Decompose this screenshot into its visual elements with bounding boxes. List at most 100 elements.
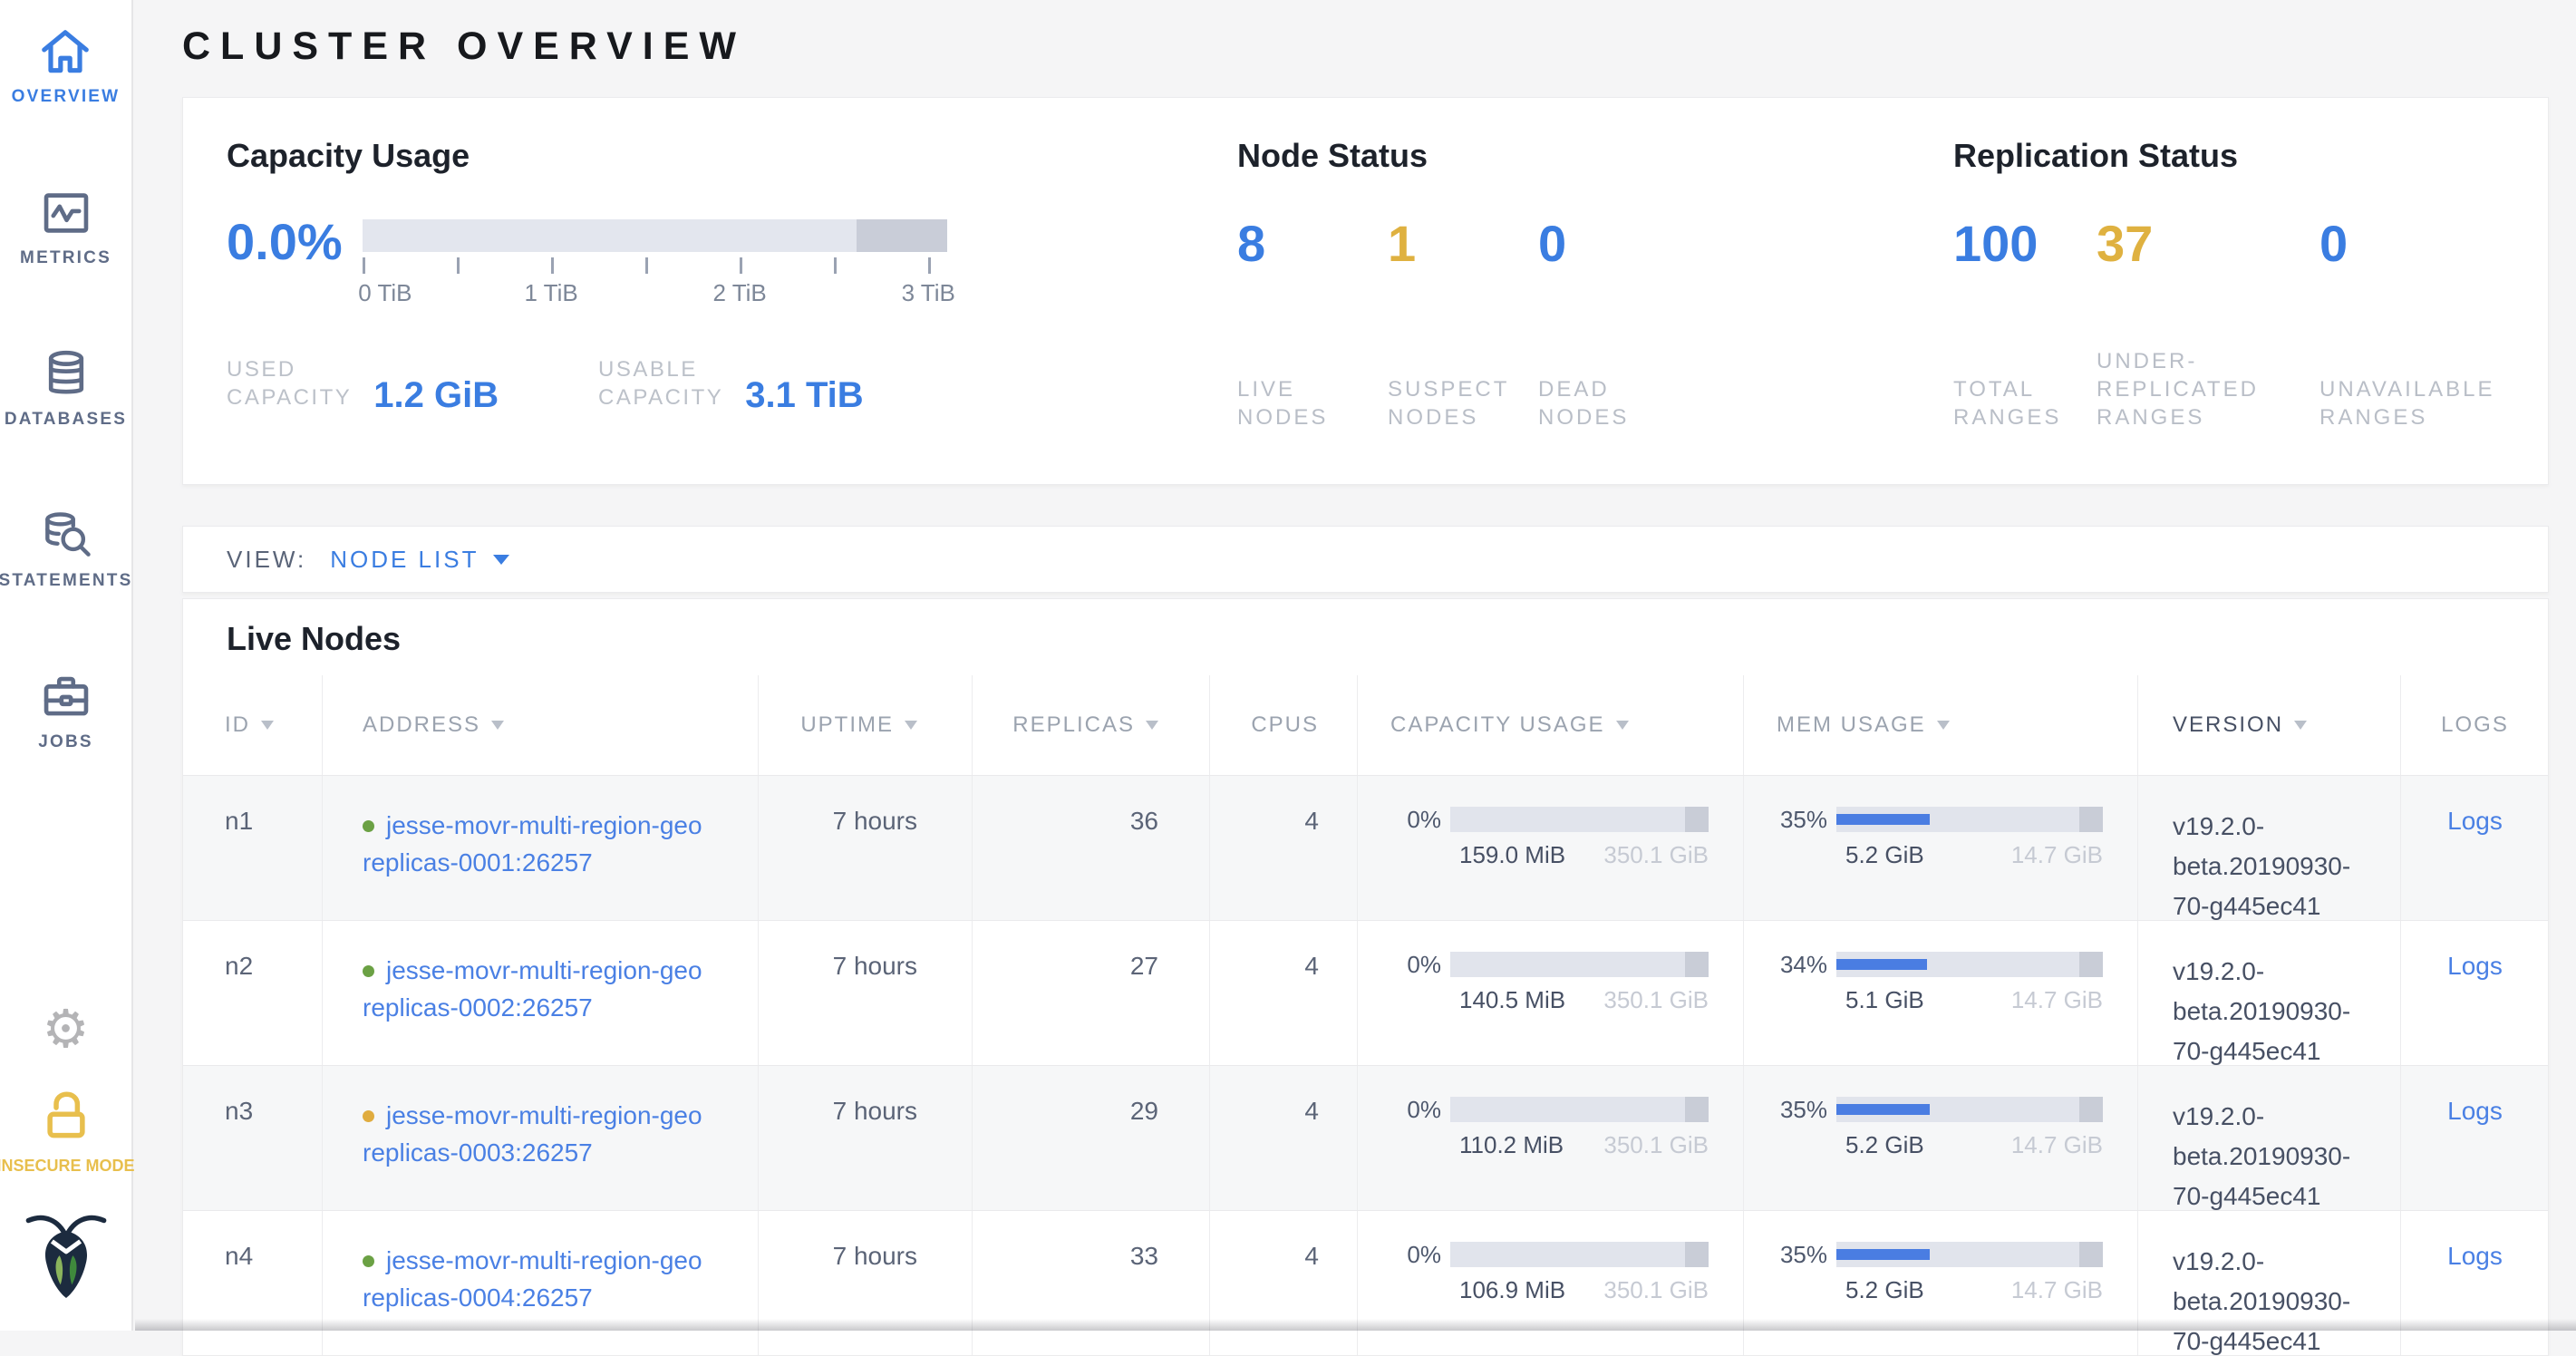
replication-status-title: Replication Status: [1953, 136, 2519, 176]
node-id-cell: n1: [183, 776, 323, 920]
sidebar-item-metrics[interactable]: METRICS: [20, 185, 111, 268]
logs-link[interactable]: Logs: [2447, 952, 2503, 980]
dead-nodes-value: 0: [1538, 216, 1689, 272]
capacity-usage-section: Capacity Usage 0.0%: [227, 136, 1237, 448]
node-id-cell: n4: [183, 1211, 323, 1355]
chevron-down-icon: [493, 555, 509, 565]
gear-icon[interactable]: ⚙: [43, 1003, 90, 1056]
jobs-icon: [38, 669, 94, 725]
dead-nodes-stat: 0 DEAD NODES: [1538, 216, 1689, 431]
total-ranges-value: 100: [1953, 216, 2097, 272]
sidebar-item-overview[interactable]: OVERVIEW: [12, 24, 121, 107]
column-header-id[interactable]: ID: [183, 675, 323, 775]
sort-arrow-icon: [261, 721, 274, 730]
column-header-uptime[interactable]: UPTIME: [759, 675, 973, 775]
capacity-axis-ticks: [363, 257, 947, 276]
node-logs-cell: Logs: [2401, 921, 2549, 1065]
node-uptime-cell: 7 hours: [759, 1211, 973, 1355]
capacity-bar-reserved-segment: [857, 219, 947, 252]
page-title: CLUSTER OVERVIEW: [182, 24, 2547, 68]
suspect-nodes-stat: 1 SUSPECT NODES: [1388, 216, 1538, 431]
node-uptime-cell: 7 hours: [759, 1066, 973, 1210]
live-nodes-card: Live Nodes ID ADDRESS UPTIME REPLICAS CP…: [182, 598, 2549, 1356]
live-nodes-title: Live Nodes: [227, 619, 2548, 659]
live-nodes-value: 8: [1237, 216, 1388, 272]
node-version-cell: v19.2.0-beta.20190930-70-g445ec41: [2138, 921, 2401, 1065]
node-logs-cell: Logs: [2401, 1066, 2549, 1210]
sidebar-item-jobs[interactable]: JOBS: [38, 669, 94, 752]
dead-nodes-label: DEAD NODES: [1538, 375, 1689, 431]
node-cpus-cell: 4: [1210, 1211, 1358, 1355]
node-status-dot: [363, 1255, 374, 1267]
node-status-dot: [363, 1110, 374, 1122]
statements-icon: [38, 508, 94, 564]
logs-link[interactable]: Logs: [2447, 807, 2503, 835]
node-replicas-cell: 36: [973, 776, 1210, 920]
metrics-icon: [38, 185, 94, 241]
node-uptime-cell: 7 hours: [759, 921, 973, 1065]
column-header-cpus: CPUS: [1210, 675, 1358, 775]
column-header-mem-usage[interactable]: MEM USAGE: [1744, 675, 2138, 775]
sidebar-item-label: STATEMENTS: [0, 571, 132, 591]
suspect-nodes-value: 1: [1388, 216, 1538, 272]
live-nodes-stat: 8 LIVE NODES: [1237, 216, 1388, 431]
insecure-mode-indicator[interactable]: INSECURE MODE: [0, 1087, 135, 1176]
usable-capacity-stat: USABLE CAPACITY 3.1 TiB: [598, 355, 864, 412]
open-lock-icon: [36, 1087, 96, 1151]
node-cpus-cell: 4: [1210, 776, 1358, 920]
suspect-nodes-label: SUSPECT NODES: [1388, 375, 1538, 431]
capacity-percent-value: 0.0%: [227, 216, 363, 268]
node-cpus-cell: 4: [1210, 921, 1358, 1065]
node-id-cell: n3: [183, 1066, 323, 1210]
replication-status-section: Replication Status 100 TOTAL RANGES 37 U…: [1953, 136, 2519, 448]
column-header-address[interactable]: ADDRESS: [323, 675, 759, 775]
view-selector-bar: VIEW: NODE LIST: [182, 526, 2549, 593]
sidebar-item-databases[interactable]: DATABASES: [5, 346, 127, 430]
sort-arrow-icon: [491, 721, 504, 730]
column-header-replicas[interactable]: REPLICAS: [973, 675, 1210, 775]
axis-tick-label: 1 TiB: [524, 279, 577, 307]
node-uptime-cell: 7 hours: [759, 776, 973, 920]
sidebar-item-label: METRICS: [20, 248, 111, 268]
logs-link[interactable]: Logs: [2447, 1242, 2503, 1270]
capacity-usage-bar: 0 TiB 1 TiB 2 TiB 3 TiB: [363, 219, 947, 308]
capacity-usage-title: Capacity Usage: [227, 136, 1237, 176]
databases-icon: [38, 346, 94, 402]
sidebar-item-statements[interactable]: STATEMENTS: [0, 508, 132, 591]
column-header-version[interactable]: VERSION: [2138, 675, 2401, 775]
node-status-title: Node Status: [1237, 136, 1953, 176]
sort-arrow-icon: [2294, 721, 2307, 730]
logs-link[interactable]: Logs: [2447, 1097, 2503, 1125]
column-header-capacity-usage[interactable]: CAPACITY USAGE: [1358, 675, 1744, 775]
node-cpus-cell: 4: [1210, 1066, 1358, 1210]
sidebar-bottom: ⚙ INSECURE MODE: [0, 1003, 135, 1331]
cockroachdb-logo-icon[interactable]: [21, 1203, 111, 1309]
under-replicated-ranges-label: UNDER- REPLICATED RANGES: [2097, 347, 2319, 431]
sort-arrow-icon: [905, 721, 917, 730]
node-status-section: Node Status 8 LIVE NODES 1 SUSPECT NODES…: [1237, 136, 1953, 448]
view-dropdown-value: NODE LIST: [330, 546, 479, 574]
unavailable-ranges-stat: 0 UNAVAILABLE RANGES: [2319, 216, 2519, 431]
axis-tick-label: 2 TiB: [713, 279, 767, 307]
usable-capacity-label: USABLE CAPACITY: [598, 355, 723, 412]
table-header-row: ID ADDRESS UPTIME REPLICAS CPUS CAPACITY…: [183, 675, 2548, 775]
total-ranges-label: TOTAL RANGES: [1953, 375, 2097, 431]
view-dropdown[interactable]: NODE LIST: [330, 546, 509, 574]
